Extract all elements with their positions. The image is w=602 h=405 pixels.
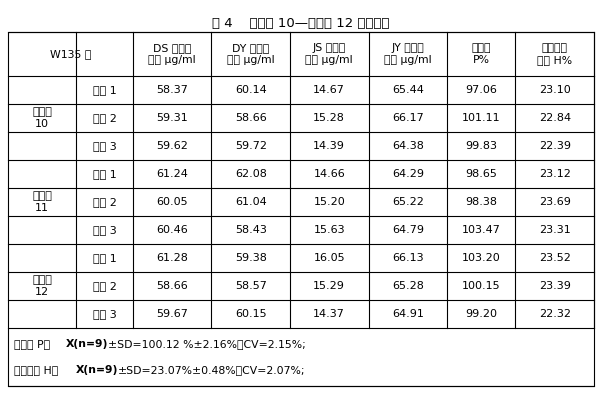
Text: 65.28: 65.28 [392, 281, 424, 291]
Text: 15.20: 15.20 [314, 197, 345, 207]
Text: 23.10: 23.10 [539, 85, 571, 95]
Text: X(n=9): X(n=9) [66, 339, 108, 349]
Text: 66.13: 66.13 [392, 253, 424, 263]
Text: 14.37: 14.37 [313, 309, 345, 319]
Text: 59.62: 59.62 [157, 141, 188, 151]
Text: 64.38: 64.38 [392, 141, 424, 151]
Text: 游离多糖 H：: 游离多糖 H： [14, 365, 58, 375]
Text: 22.39: 22.39 [539, 141, 571, 151]
Text: 103.47: 103.47 [462, 225, 501, 235]
Text: 重复 2: 重复 2 [93, 113, 117, 123]
Text: 98.38: 98.38 [465, 197, 497, 207]
Text: 98.65: 98.65 [465, 169, 497, 179]
Text: 23.12: 23.12 [539, 169, 571, 179]
Text: 23.31: 23.31 [539, 225, 571, 235]
Text: 重复 1: 重复 1 [93, 253, 117, 263]
Text: 23.52: 23.52 [539, 253, 571, 263]
Text: 游离多糖
含量 H%: 游离多糖 含量 H% [537, 43, 573, 65]
Text: 66.17: 66.17 [392, 113, 424, 123]
Text: 99.83: 99.83 [465, 141, 497, 151]
Text: 64.29: 64.29 [392, 169, 424, 179]
Text: 重复 3: 重复 3 [93, 141, 117, 151]
Text: 60.05: 60.05 [157, 197, 188, 207]
Text: 重复 2: 重复 2 [93, 281, 117, 291]
Text: DY 的多糖
含量 μg/ml: DY 的多糖 含量 μg/ml [227, 43, 275, 65]
Text: DS 的多糖
含量 μg/ml: DS 的多糖 含量 μg/ml [148, 43, 196, 65]
Text: 重复 1: 重复 1 [93, 169, 117, 179]
Text: 14.39: 14.39 [313, 141, 345, 151]
Bar [8, 32, 594, 386]
Text: 有效性 P：: 有效性 P： [14, 339, 50, 349]
Text: 58.37: 58.37 [157, 85, 188, 95]
Text: 61.04: 61.04 [235, 197, 267, 207]
Text: 59.38: 59.38 [235, 253, 267, 263]
Text: 23.69: 23.69 [539, 197, 571, 207]
Text: 14.66: 14.66 [314, 169, 345, 179]
Text: 表 4    实施例 10—实施例 12 结果汇总: 表 4 实施例 10—实施例 12 结果汇总 [213, 17, 389, 30]
Text: 64.79: 64.79 [392, 225, 424, 235]
Text: 65.22: 65.22 [392, 197, 424, 207]
Text: 22.32: 22.32 [539, 309, 571, 319]
Text: 16.05: 16.05 [314, 253, 345, 263]
Text: X(n=9): X(n=9) [76, 365, 119, 375]
Text: 58.57: 58.57 [235, 281, 267, 291]
Text: JS 的多糖
含量 μg/ml: JS 的多糖 含量 μg/ml [305, 43, 353, 65]
Text: 60.15: 60.15 [235, 309, 267, 319]
Text: 103.20: 103.20 [462, 253, 501, 263]
Text: 97.06: 97.06 [465, 85, 497, 95]
Text: 15.29: 15.29 [313, 281, 345, 291]
Text: 重复 3: 重复 3 [93, 225, 117, 235]
Text: 重复 2: 重复 2 [93, 197, 117, 207]
Text: 61.24: 61.24 [157, 169, 188, 179]
Text: 62.08: 62.08 [235, 169, 267, 179]
Text: 100.15: 100.15 [462, 281, 501, 291]
Text: 60.14: 60.14 [235, 85, 267, 95]
Text: 实施例
12: 实施例 12 [33, 275, 52, 297]
Text: ±SD=100.12 %±2.16%，CV=2.15%;: ±SD=100.12 %±2.16%，CV=2.15%; [108, 339, 306, 349]
Text: 61.28: 61.28 [157, 253, 188, 263]
Text: 59.72: 59.72 [235, 141, 267, 151]
Text: 58.43: 58.43 [235, 225, 267, 235]
Text: 65.44: 65.44 [392, 85, 424, 95]
Text: 22.84: 22.84 [539, 113, 571, 123]
Text: 59.31: 59.31 [157, 113, 188, 123]
Text: 实施例
10: 实施例 10 [33, 107, 52, 129]
Text: 101.11: 101.11 [462, 113, 501, 123]
Text: 15.28: 15.28 [313, 113, 345, 123]
Text: 58.66: 58.66 [157, 281, 188, 291]
Text: 实施例
11: 实施例 11 [33, 191, 52, 213]
Text: JY 的多糖
含量 μg/ml: JY 的多糖 含量 μg/ml [384, 43, 432, 65]
Text: 60.46: 60.46 [157, 225, 188, 235]
Text: 重复 1: 重复 1 [93, 85, 117, 95]
Text: 59.67: 59.67 [157, 309, 188, 319]
Text: 有效性
P%: 有效性 P% [471, 43, 491, 65]
Text: 14.67: 14.67 [313, 85, 345, 95]
Text: ±SD=23.07%±0.48%，CV=2.07%;: ±SD=23.07%±0.48%，CV=2.07%; [118, 365, 305, 375]
Text: 23.39: 23.39 [539, 281, 571, 291]
Text: 99.20: 99.20 [465, 309, 497, 319]
Text: 重复 3: 重复 3 [93, 309, 117, 319]
Text: 58.66: 58.66 [235, 113, 267, 123]
Text: W135 群: W135 群 [50, 49, 91, 59]
Text: 64.91: 64.91 [392, 309, 424, 319]
Text: 15.63: 15.63 [314, 225, 345, 235]
